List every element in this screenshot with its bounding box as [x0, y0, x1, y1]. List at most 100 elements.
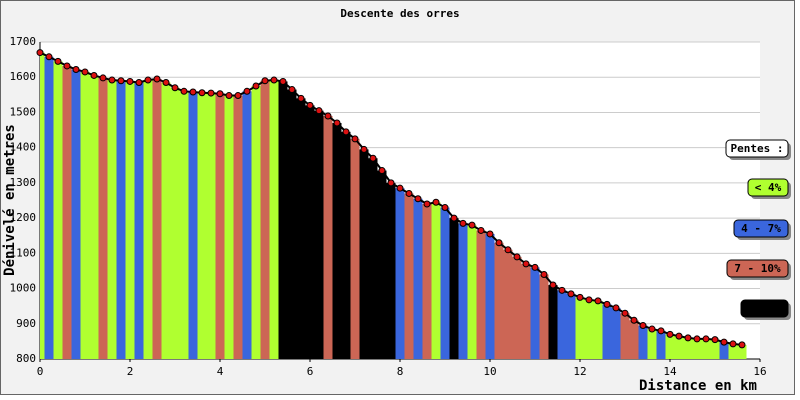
profile-point [558, 286, 566, 294]
slope-bar [548, 285, 558, 359]
slope-bar [674, 336, 684, 359]
slope-bar [719, 342, 729, 359]
profile-point [495, 239, 503, 247]
slope-bar [665, 334, 675, 359]
profile-point [63, 62, 71, 70]
slope-bar [368, 158, 378, 359]
slope-bar [566, 293, 576, 359]
profile-point [432, 198, 440, 206]
profile-point [360, 145, 368, 153]
slope-bar [107, 80, 117, 359]
profile-point [279, 77, 287, 85]
slope-bar [233, 95, 243, 359]
legend-item: < 4% [755, 181, 782, 194]
slope-bar [251, 86, 261, 360]
profile-point [387, 179, 395, 187]
slope-bar [377, 170, 387, 359]
slope-bar [62, 65, 72, 359]
profile-point [162, 79, 170, 87]
slope-bar [359, 149, 369, 359]
slope-bar [197, 92, 207, 359]
legend-item-box [740, 299, 789, 318]
x-tick-label: 12 [573, 365, 586, 378]
x-tick-label: 0 [37, 365, 44, 378]
profile-point [585, 296, 593, 304]
y-tick-label: 1400 [10, 141, 37, 154]
profile-point [342, 128, 350, 136]
profile-point [189, 88, 197, 96]
slope-bar [512, 256, 522, 359]
profile-point [567, 290, 575, 298]
slope-bar [287, 89, 297, 360]
profile-point [666, 330, 674, 338]
slope-bar [152, 78, 162, 359]
profile-point [225, 92, 233, 100]
slope-bar [476, 230, 486, 359]
profile-point [324, 112, 332, 120]
slope-bar [206, 93, 216, 360]
slope-bar [242, 91, 252, 360]
y-axis-label: Dénivelé en metres [2, 124, 18, 276]
slope-bar [602, 304, 612, 359]
x-axis-label: Distance en km [639, 378, 757, 394]
slope-bar [40, 52, 45, 360]
slope-bar [305, 105, 315, 360]
slope-bar [350, 138, 360, 359]
profile-point [414, 195, 422, 203]
profile-point [405, 189, 413, 197]
y-tick-label: 1500 [10, 105, 37, 118]
slope-bar [80, 71, 90, 359]
slope-bar [593, 300, 603, 359]
profile-point [288, 86, 296, 94]
slope-bar [413, 198, 423, 359]
slope-bar [323, 115, 333, 359]
slope-bar [629, 320, 639, 359]
slope-bar [440, 207, 450, 359]
profile-point [81, 68, 89, 76]
profile-point [477, 226, 485, 234]
slope-bar [539, 274, 549, 359]
profile-point [729, 340, 737, 348]
y-tick-label: 1200 [10, 211, 37, 224]
slope-bar [404, 193, 414, 359]
profile-point [603, 300, 611, 308]
legend-item: > 10% [748, 302, 781, 315]
slope-bar [314, 110, 324, 359]
profile-point [576, 293, 584, 301]
y-tick-label: 800 [16, 352, 36, 365]
profile-point [378, 167, 386, 175]
profile-point [234, 92, 242, 100]
slope-bar [170, 87, 180, 360]
profile-point [306, 101, 314, 109]
slope-bar [422, 204, 432, 359]
profile-point [531, 263, 539, 271]
profile-point [297, 94, 305, 102]
slope-bar [395, 188, 405, 359]
slope-bar [494, 242, 504, 359]
profile-point [351, 135, 359, 143]
profile-point [621, 309, 629, 317]
slope-bar [44, 56, 54, 359]
legend-item-box [747, 178, 789, 197]
slope-bar [620, 313, 630, 359]
profile-point [684, 334, 692, 342]
profile-point [261, 77, 269, 85]
legend-item: 4 - 7% [741, 222, 781, 235]
slope-bar [728, 343, 738, 359]
profile-point [117, 77, 125, 85]
legend-title: Pentes : [731, 142, 784, 155]
slope-bar [269, 80, 279, 359]
x-tick-label: 16 [753, 365, 766, 378]
slope-bar [296, 98, 306, 359]
legend-item: 7 - 10% [734, 262, 781, 275]
profile-point [99, 74, 107, 82]
y-tick-label: 1600 [10, 70, 37, 83]
profile-point [522, 260, 530, 268]
profile-point [45, 53, 53, 61]
profile-point [315, 107, 323, 115]
slope-bar [611, 307, 621, 359]
x-tick-label: 2 [127, 365, 134, 378]
profile-point [90, 71, 98, 79]
profile-point [135, 79, 143, 87]
slope-bar [278, 81, 288, 360]
